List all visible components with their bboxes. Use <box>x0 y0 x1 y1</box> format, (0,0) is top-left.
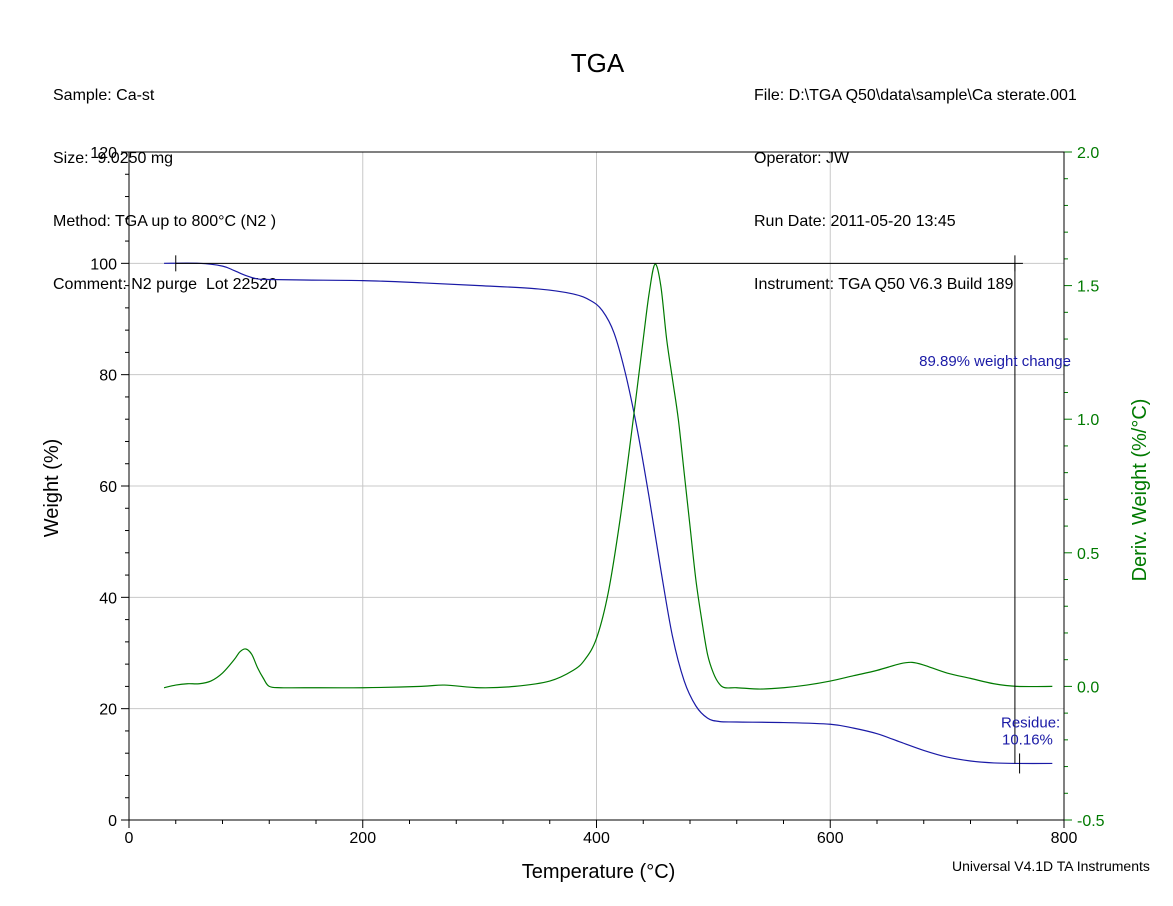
y-tick-label: 80 <box>99 368 117 385</box>
x-axis-title: Temperature (°C) <box>522 861 676 883</box>
y-tick-label: 100 <box>90 256 117 273</box>
y-tick-label: 0 <box>108 813 117 830</box>
sample-info-block: Sample: Ca-st Size: 9.0250 mg Method: TG… <box>53 43 277 316</box>
weight-change-annotation: 89.89% weight change <box>919 353 1071 370</box>
grid-lines <box>129 152 1064 820</box>
y-axis-title: Weight (%) <box>41 439 63 538</box>
x-tick-label: 200 <box>349 830 376 847</box>
y-tick-label: 40 <box>99 590 117 607</box>
tick-labels: 0 200 400 600 800 0 20 40 60 80 100 120 -0.5 0.0 0.5 1.… <box>90 145 1104 847</box>
run-date: Run Date: 2011-05-20 13:45 <box>754 213 956 230</box>
marker-layer <box>175 255 1023 774</box>
y-tick-label: 60 <box>99 479 117 496</box>
operator-text: Operator: JW <box>754 150 850 167</box>
y2-tick-label: 1.5 <box>1077 279 1099 296</box>
plot-frame <box>128 151 1065 821</box>
x-tick-label: 800 <box>1051 830 1078 847</box>
y2-tick-label: 0.0 <box>1077 679 1099 696</box>
x-tick-label: 400 <box>583 830 610 847</box>
axis-ticks <box>121 151 1072 828</box>
chart-title: TGA <box>570 48 625 78</box>
weight-line <box>164 262 1053 765</box>
instrument-text: Instrument: TGA Q50 V6.3 Build 189 <box>754 276 1014 293</box>
y2-axis-title: Deriv. Weight (%/°C) <box>1129 399 1151 582</box>
residue-value: 10.16% <box>1002 731 1053 748</box>
y2-tick-label: 2.0 <box>1077 145 1099 162</box>
y-tick-label: 120 <box>90 145 117 162</box>
sample-name: Sample: Ca-st <box>53 87 155 104</box>
residue-label: Residue: <box>1001 715 1060 732</box>
file-path: File: D:\TGA Q50\data\sample\Ca sterate.… <box>754 87 1077 104</box>
x-tick-label: 600 <box>817 830 844 847</box>
software-credit: Universal V4.1D TA Instruments <box>952 858 1150 874</box>
method-text: Method: TGA up to 800°C (N2 ) <box>53 213 277 230</box>
x-tick-label: 0 <box>125 830 134 847</box>
y2-tick-label: 1.0 <box>1077 412 1099 429</box>
y2-tick-label: -0.5 <box>1077 813 1105 830</box>
sample-size: Size: 9.0250 mg <box>53 150 174 167</box>
y-tick-label: 20 <box>99 702 117 719</box>
comment-text: Comment: N2 purge Lot 22520 <box>53 276 278 293</box>
run-info-block: File: D:\TGA Q50\data\sample\Ca sterate.… <box>754 43 1077 316</box>
deriv-weight-line <box>163 263 1053 690</box>
y2-tick-label: 0.5 <box>1077 546 1099 563</box>
series-layer <box>163 262 1053 765</box>
